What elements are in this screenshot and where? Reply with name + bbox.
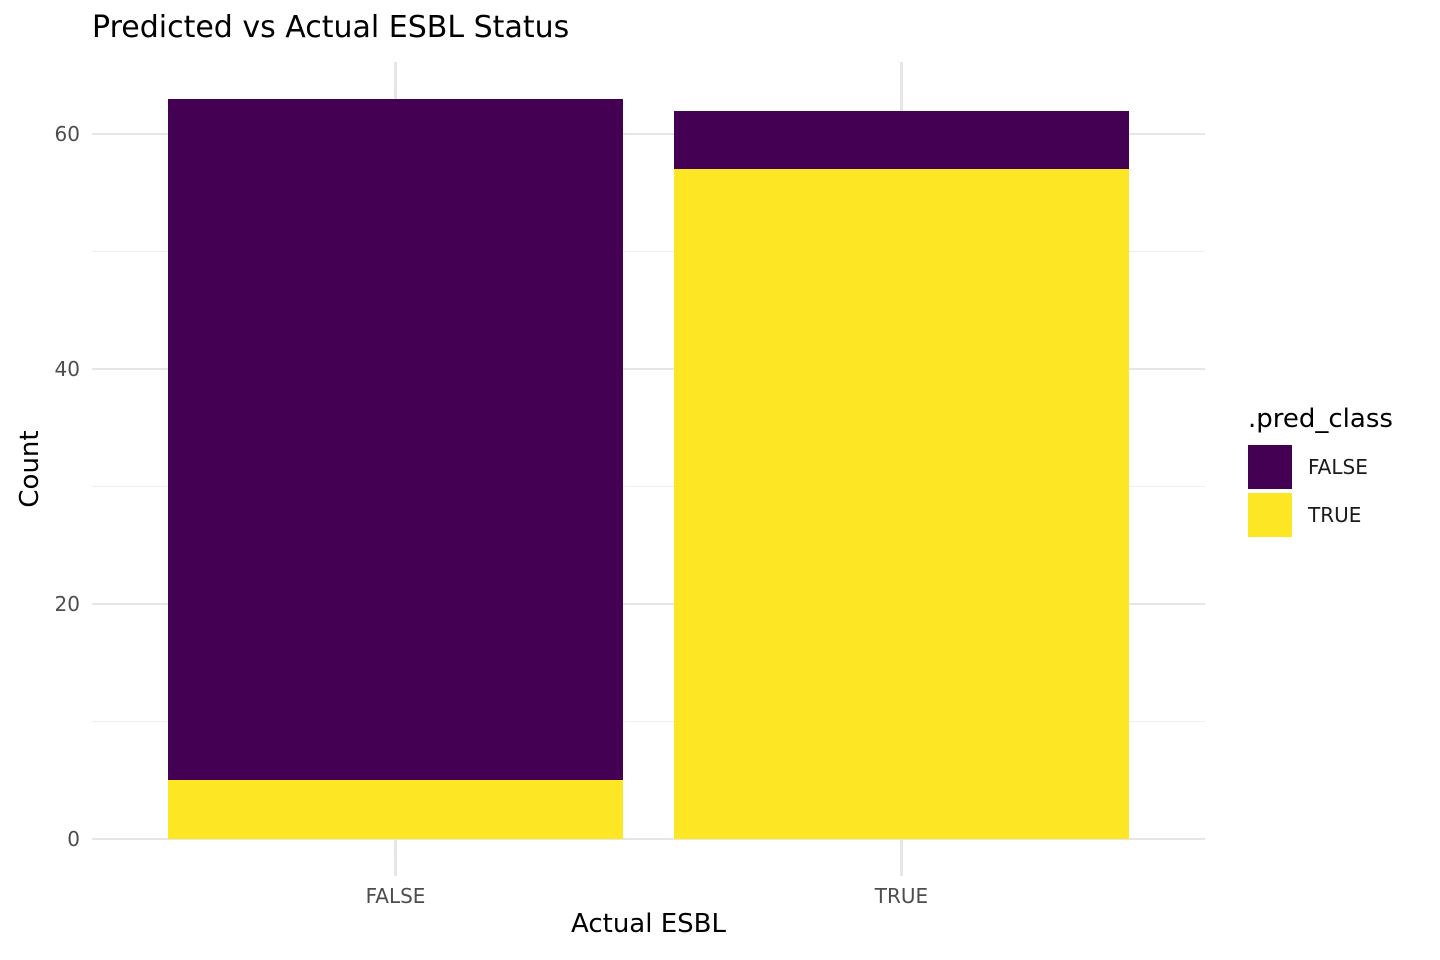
gridline-major-y40 — [92, 367, 1205, 371]
plot-panel — [92, 62, 1205, 876]
gridline-minor-y50 — [92, 250, 1205, 253]
x-tick-label-TRUE: TRUE — [874, 884, 929, 908]
bar-TRUE-pred-FALSE — [673, 110, 1130, 170]
legend-label-FALSE: FALSE — [1308, 455, 1368, 479]
y-axis-title: Count — [15, 430, 45, 508]
gridline-minor-y10 — [92, 720, 1205, 723]
gridline-major-y20 — [92, 602, 1205, 606]
legend-label-TRUE: TRUE — [1308, 503, 1362, 527]
chart-title: Predicted vs Actual ESBL Status — [92, 10, 570, 45]
y-tick-label-40: 40 — [54, 357, 80, 382]
y-tick-label-20: 20 — [54, 592, 80, 617]
gridline-minor-y30 — [92, 485, 1205, 488]
x-tick-label-FALSE: FALSE — [365, 884, 426, 908]
y-tick-label-60: 60 — [54, 122, 80, 147]
legend-key-FALSE — [1248, 445, 1292, 489]
bar-FALSE-pred-TRUE — [167, 780, 624, 839]
y-tick-label-0: 0 — [67, 827, 80, 851]
bar-FALSE-pred-FALSE — [167, 99, 624, 781]
legend-key-TRUE — [1248, 493, 1292, 537]
gridline-major-y60 — [92, 132, 1205, 136]
bar-TRUE-pred-TRUE — [673, 169, 1130, 839]
x-axis-title: Actual ESBL — [571, 909, 726, 939]
gridline-major-y0 — [92, 837, 1205, 841]
legend-title: .pred_class — [1248, 404, 1393, 434]
